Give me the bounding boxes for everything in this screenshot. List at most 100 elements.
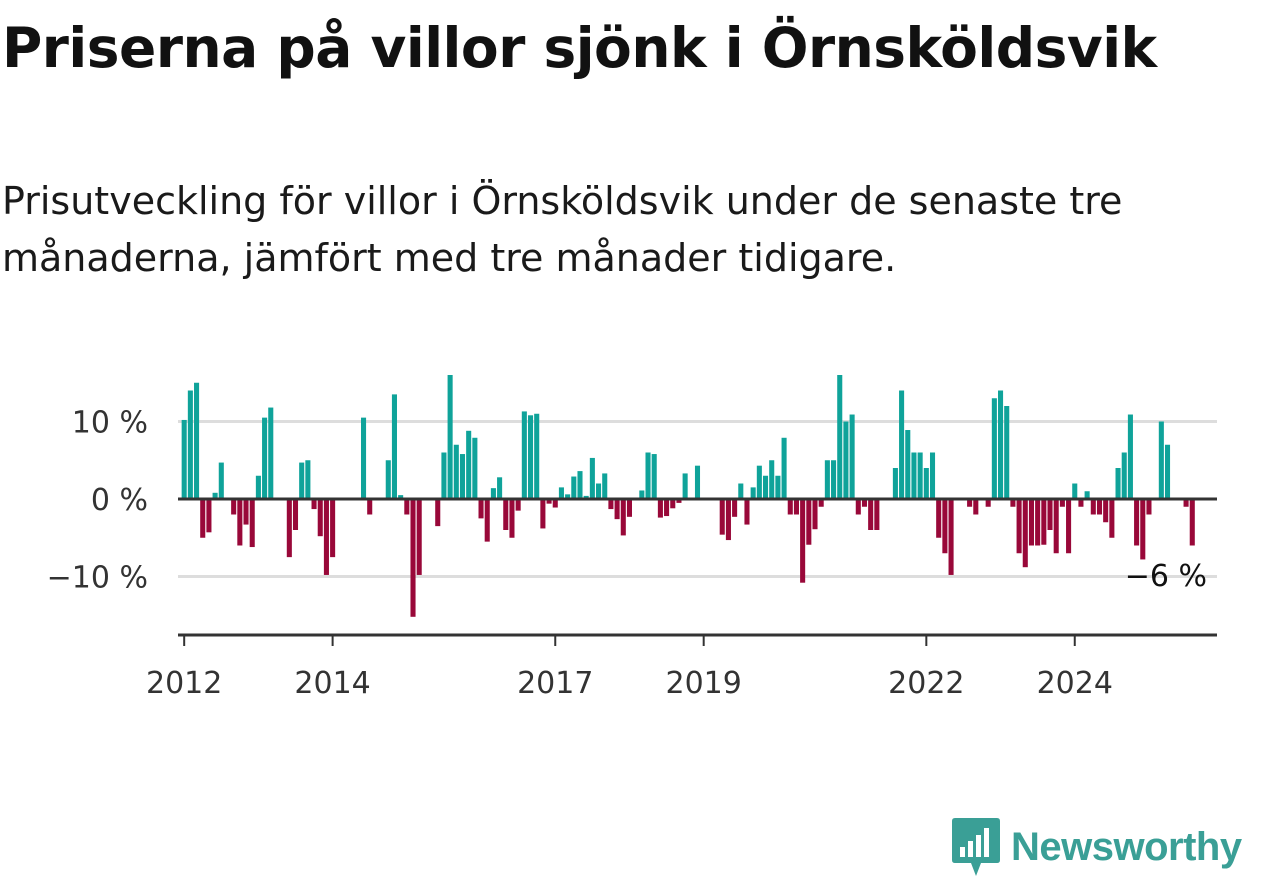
- bar: [1146, 499, 1152, 515]
- bar: [787, 499, 793, 515]
- bar: [1022, 499, 1028, 568]
- bar: [917, 452, 923, 499]
- bar: [657, 499, 663, 518]
- bar: [645, 452, 651, 499]
- bar: [670, 499, 676, 509]
- x-axis-ticks: 2012 2014 2017 2019 2022 2024: [146, 635, 1113, 701]
- bar: [1134, 499, 1140, 546]
- y-tick-label: −10 %: [47, 561, 148, 596]
- bar: [558, 487, 564, 500]
- bar: [719, 499, 725, 535]
- bar: [589, 457, 595, 499]
- bar: [874, 499, 880, 530]
- bar: [330, 499, 336, 558]
- bar: [738, 483, 744, 499]
- bar: [1189, 499, 1195, 546]
- bar: [286, 499, 292, 558]
- chart-title: Priserna på villor sjönk i Örnsköldsvik: [2, 16, 1157, 80]
- bar: [243, 499, 249, 525]
- bar: [942, 499, 948, 554]
- bar: [509, 499, 515, 538]
- bar: [521, 411, 527, 499]
- bar: [998, 390, 1004, 499]
- bar: [725, 499, 731, 541]
- bar: [527, 415, 534, 499]
- bar: [831, 460, 837, 499]
- bar: [490, 488, 496, 499]
- bar: [268, 407, 274, 499]
- bar: [385, 460, 391, 499]
- bar: [868, 499, 874, 530]
- bar: [837, 375, 843, 499]
- y-tick-label: 0 %: [91, 483, 148, 518]
- bar: [1121, 452, 1127, 499]
- bar: [497, 477, 503, 499]
- bar: [1084, 491, 1090, 499]
- x-tick-label: 2012: [146, 666, 222, 701]
- bar: [181, 419, 187, 499]
- bar: [948, 499, 954, 575]
- bar: [503, 499, 509, 530]
- bar: [769, 460, 775, 499]
- bar: [824, 460, 830, 499]
- bar: [861, 499, 868, 507]
- bar: [194, 382, 200, 499]
- bar: [1072, 483, 1078, 499]
- bar: [1183, 499, 1189, 507]
- bar: [583, 495, 589, 499]
- newsworthy-bar-chart-logo-icon: [952, 818, 1000, 876]
- bar: [472, 437, 478, 500]
- bar: [1090, 499, 1096, 515]
- bar: [200, 499, 206, 538]
- bar: [923, 468, 929, 499]
- bar: [187, 390, 193, 499]
- bar: [262, 417, 268, 500]
- bar: [620, 499, 626, 536]
- bar: [317, 499, 323, 537]
- bar: [800, 499, 806, 583]
- bar: [818, 499, 824, 507]
- bar: [255, 475, 261, 499]
- bar: [361, 417, 367, 500]
- bar: [206, 499, 212, 533]
- bar: [515, 499, 521, 511]
- bar: [756, 465, 762, 499]
- bar: [967, 499, 973, 507]
- x-tick-label: 2022: [888, 666, 964, 701]
- bar: [1016, 499, 1022, 554]
- bar: [478, 499, 484, 519]
- bar: [676, 499, 682, 503]
- bar: [540, 499, 546, 529]
- bar: [577, 471, 583, 499]
- bar: [614, 499, 620, 520]
- bar: [911, 452, 917, 499]
- bar: [793, 499, 799, 515]
- bar: [991, 398, 997, 499]
- bar: [899, 390, 905, 499]
- bar: [732, 499, 738, 517]
- bar: [985, 499, 991, 507]
- bar: [744, 499, 750, 525]
- bar: [1004, 406, 1010, 499]
- y-axis-tick-labels: 10 % 0 % −10 %: [47, 406, 148, 596]
- bar: [1059, 499, 1065, 507]
- chart-subtitle: Prisutveckling för villor i Örnsköldsvik…: [2, 179, 1123, 280]
- bar: [1103, 499, 1109, 523]
- bar: [453, 444, 459, 499]
- bar: [892, 468, 898, 499]
- bar: [391, 394, 397, 500]
- bar: [929, 452, 936, 499]
- bar: [410, 499, 416, 617]
- bar: [602, 473, 608, 499]
- bar: [1028, 499, 1034, 546]
- bar: [1115, 468, 1121, 499]
- bar: [973, 499, 979, 515]
- bar: [1053, 499, 1059, 554]
- latest-value-label: −6 %: [1125, 559, 1207, 594]
- bar: [292, 499, 299, 530]
- bar: [534, 413, 540, 499]
- bar: [218, 462, 224, 499]
- bar: [459, 454, 466, 499]
- bar: [855, 499, 861, 515]
- bar: [596, 483, 602, 499]
